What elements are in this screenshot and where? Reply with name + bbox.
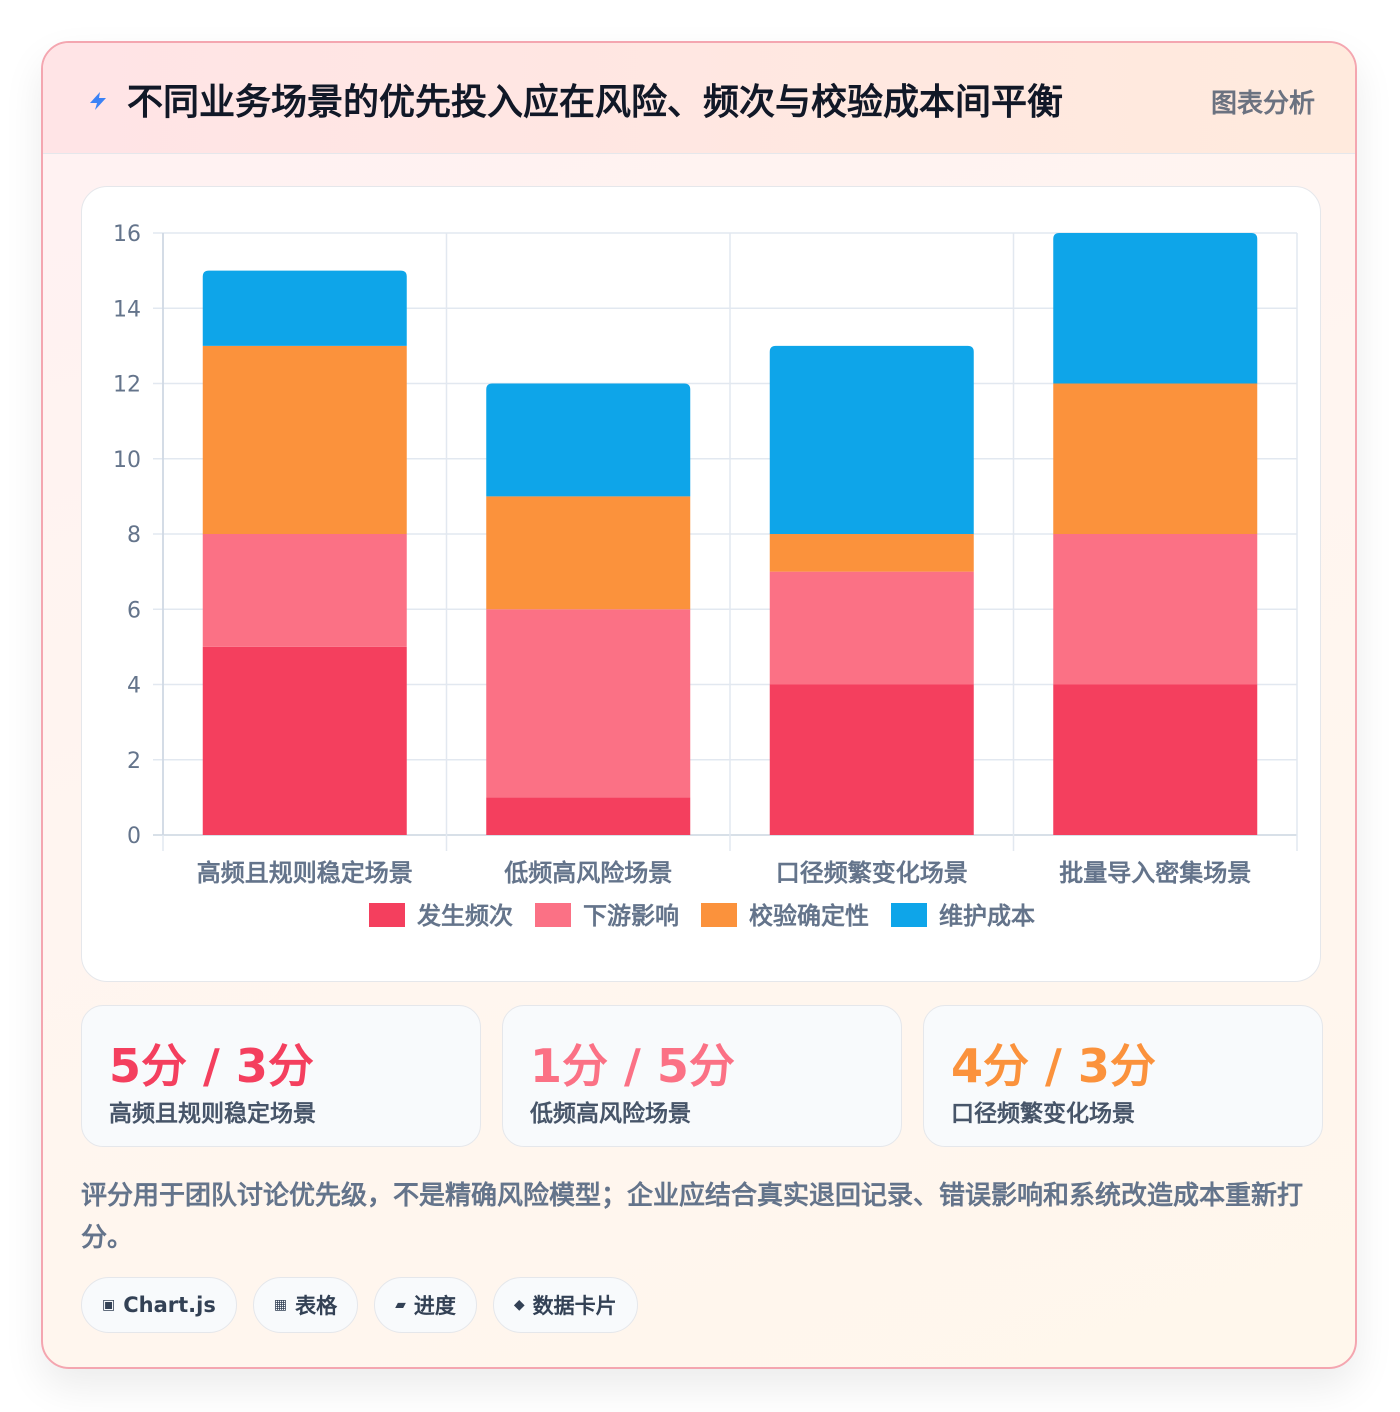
stat-value: 4分 / 3分 — [951, 1039, 1156, 1093]
y-tick-label: 12 — [113, 373, 141, 398]
y-tick-label: 10 — [113, 448, 141, 473]
tag-label: 表格 — [295, 1294, 338, 1318]
stat-label: 口径频繁变化场景 — [951, 1101, 1135, 1127]
y-tick-label: 14 — [113, 297, 141, 322]
x-tick-label: 高频且规则稳定场景 — [197, 859, 413, 887]
tag-chartjs[interactable]: ▣ Chart.js — [81, 1277, 237, 1333]
tag-data-card[interactable]: ◆ 数据卡片 — [492, 1277, 638, 1333]
chart-card: 不同业务场景的优先投入应在风险、频次与校验成本间平衡 图表分析 0 2 4 6 8 10 1… — [41, 41, 1357, 1369]
y-tick-label: 0 — [127, 824, 141, 849]
bar-segment — [486, 797, 691, 835]
tag-label: 进度 — [413, 1294, 456, 1318]
chart-square-icon: ▣ — [102, 1297, 116, 1313]
y-tick-label: 2 — [127, 749, 141, 774]
lightning-icon — [90, 92, 106, 110]
bar-segment — [1053, 383, 1258, 534]
legend-swatch — [701, 903, 737, 927]
x-tick-label: 批量导入密集场景 — [1059, 859, 1251, 887]
legend-label: 下游影响 — [583, 902, 679, 930]
legend-label: 维护成本 — [939, 902, 1035, 930]
bar-segment — [1053, 534, 1258, 685]
tag-label: Chart.js — [123, 1293, 216, 1317]
progress-icon: ▰ — [395, 1297, 406, 1313]
bar-segment — [1053, 684, 1258, 835]
table-icon: ▦ — [273, 1297, 288, 1313]
stat-card: 5分 / 3分 高频且规则稳定场景 — [81, 1005, 481, 1147]
bar-segment — [1053, 233, 1258, 384]
tag-progress[interactable]: ▰ 进度 — [374, 1277, 477, 1333]
stat-card: 4分 / 3分 口径频繁变化场景 — [923, 1005, 1323, 1147]
tag-table[interactable]: ▦ 表格 — [252, 1277, 359, 1333]
tag-label: 数据卡片 — [532, 1294, 617, 1318]
bar-segment — [769, 534, 974, 572]
stat-value: 1分 / 5分 — [530, 1039, 735, 1093]
y-tick-label: 16 — [113, 222, 141, 247]
stat-label: 低频高风险场景 — [530, 1101, 691, 1127]
stat-value: 5分 / 3分 — [109, 1039, 314, 1093]
stat-label: 高频且规则稳定场景 — [109, 1101, 316, 1127]
bar-segment — [486, 609, 691, 798]
diamond-icon: ◆ — [513, 1297, 525, 1313]
card-header: 不同业务场景的优先投入应在风险、频次与校验成本间平衡 图表分析 — [43, 43, 1355, 154]
legend-swatch — [535, 903, 571, 927]
legend-swatch — [369, 903, 405, 927]
bar-segment — [769, 571, 974, 685]
chart-note: 评分用于团队讨论优先级，不是精确风险模型；企业应结合真实退回记录、错误影响和系统… — [81, 1181, 1304, 1253]
y-tick-label: 8 — [127, 523, 141, 548]
y-tick-label: 4 — [127, 674, 141, 699]
y-tick-label: 6 — [127, 598, 141, 623]
bar-segment — [769, 684, 974, 835]
legend-label: 发生频次 — [416, 902, 513, 930]
bar-segment — [202, 534, 407, 647]
bar-segment — [202, 646, 407, 835]
bar-segment — [769, 345, 974, 534]
stat-card: 1分 / 5分 低频高风险场景 — [502, 1005, 902, 1147]
legend-swatch — [891, 903, 927, 927]
x-tick-label: 口径频繁变化场景 — [776, 859, 968, 887]
bar-segment — [486, 383, 691, 497]
bar-segment — [486, 496, 691, 610]
stacked-bar-chart: 0 2 4 6 8 10 12 14 16 高频且规则稳定场景 低频高风险场景 口径频繁变化场景 批量导… — [113, 222, 1298, 930]
card-title: 不同业务场景的优先投入应在风险、频次与校验成本间平衡 — [127, 82, 1064, 123]
tag-list: ▣ Chart.js ▦ 表格 ▰ 进度 ◆ 数据卡片 — [81, 1277, 638, 1333]
chart-container: 0 2 4 6 8 10 12 14 16 高频且规则稳定场景 低频高风险场景 口径频繁变化场景 批量导… — [81, 186, 1321, 982]
bar-segment — [202, 270, 407, 346]
bar-segment — [202, 345, 407, 534]
legend-label: 校验确定性 — [749, 902, 869, 930]
x-tick-label: 低频高风险场景 — [503, 859, 672, 887]
chart-analysis-badge: 图表分析 — [1210, 89, 1315, 119]
